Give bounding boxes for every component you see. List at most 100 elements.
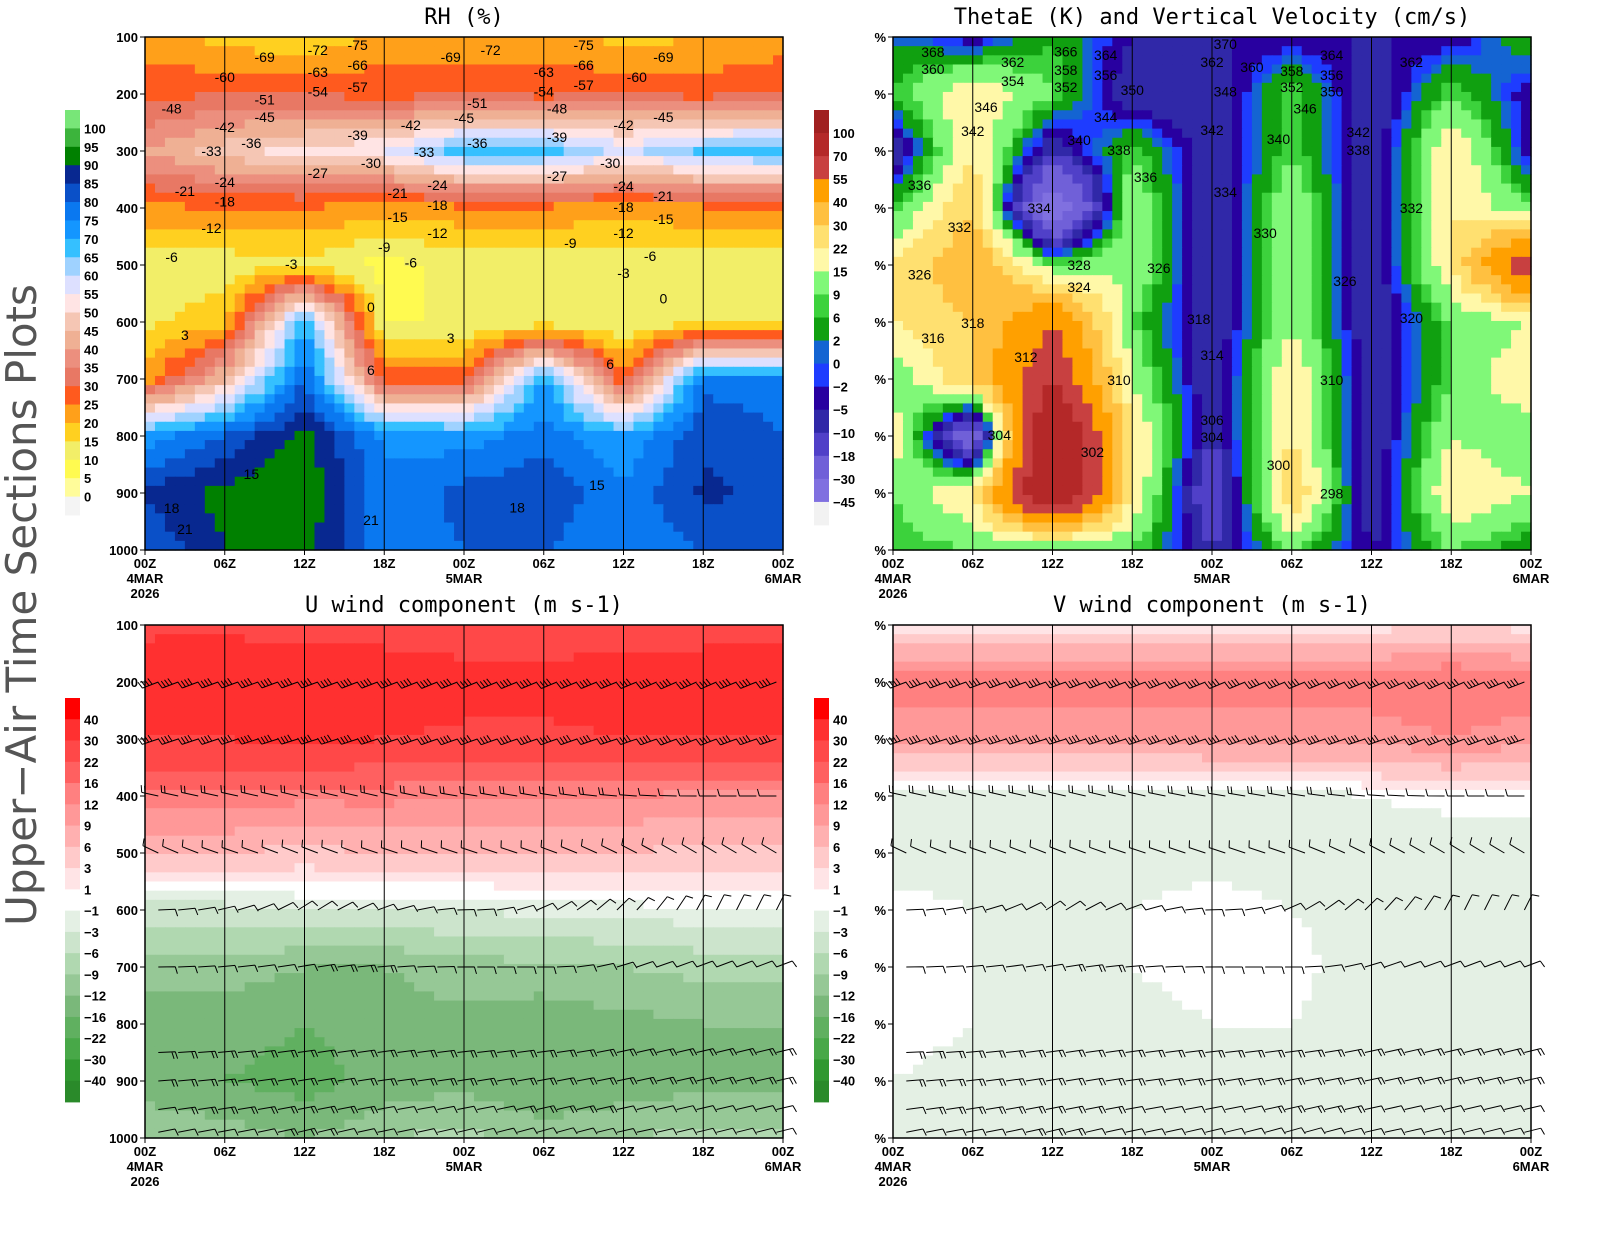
heatmap-cell xyxy=(1122,183,1133,194)
heatmap-cell xyxy=(573,293,585,304)
heatmap-cell xyxy=(643,37,655,47)
heatmap-cell xyxy=(274,458,286,469)
heatmap-cell xyxy=(1461,128,1472,139)
heatmap-cell xyxy=(145,403,156,414)
heatmap-cell xyxy=(1072,82,1084,93)
heatmap-cell xyxy=(643,46,655,56)
heatmap-cell xyxy=(1052,64,1064,75)
heatmap-cell xyxy=(184,55,196,66)
heatmap-cell xyxy=(473,394,485,405)
heatmap-cell xyxy=(683,394,694,405)
heatmap-cell xyxy=(214,412,226,423)
heatmap-cell xyxy=(414,238,425,249)
heatmap-cell xyxy=(643,540,655,551)
heatmap-cell xyxy=(483,320,495,331)
heatmap-cell xyxy=(1002,201,1014,212)
heatmap-cell xyxy=(663,440,674,450)
heatmap-cell xyxy=(563,412,575,423)
heatmap-cell xyxy=(773,220,784,230)
heatmap-cell xyxy=(643,531,655,542)
heatmap-cell xyxy=(274,229,286,240)
heatmap-cell xyxy=(483,275,495,285)
heatmap-cell xyxy=(444,128,455,139)
heatmap-cell xyxy=(483,421,495,432)
heatmap-cell xyxy=(454,403,465,414)
heatmap-cell xyxy=(723,192,734,203)
heatmap-cell xyxy=(613,421,625,432)
heatmap-cell xyxy=(613,64,625,75)
heatmap-cell xyxy=(982,64,994,75)
heatmap-cell xyxy=(284,275,296,285)
heatmap-cell xyxy=(593,339,605,350)
heatmap-cell xyxy=(1271,201,1283,212)
heatmap-cell xyxy=(374,495,385,505)
heatmap-cell xyxy=(623,256,635,267)
heatmap-cell xyxy=(214,110,226,121)
heatmap-cell xyxy=(344,82,355,93)
heatmap-cell xyxy=(553,101,565,111)
contour-label: 18 xyxy=(164,500,180,516)
heatmap-cell xyxy=(464,311,475,322)
heatmap-cell xyxy=(394,385,405,395)
heatmap-cell xyxy=(972,137,984,148)
heatmap-cell xyxy=(214,229,226,240)
heatmap-cell xyxy=(733,137,744,148)
heatmap-cell xyxy=(1381,137,1393,148)
heatmap-cell xyxy=(1381,55,1393,66)
heatmap-cell xyxy=(673,110,684,121)
heatmap-cell xyxy=(324,348,336,359)
heatmap-cell xyxy=(145,375,156,386)
heatmap-cell xyxy=(733,357,744,368)
heatmap-cell xyxy=(404,220,415,230)
heatmap-cell xyxy=(1521,201,1532,212)
heatmap-cell xyxy=(1172,128,1183,139)
heatmap-cell xyxy=(464,430,475,441)
heatmap-cell xyxy=(434,513,445,524)
heatmap-cell xyxy=(214,476,226,487)
heatmap-cell xyxy=(254,330,266,340)
heatmap-cell xyxy=(1002,37,1014,47)
heatmap-cell xyxy=(254,37,266,47)
heatmap-cell xyxy=(743,385,754,395)
contour-label: -9 xyxy=(564,235,577,251)
heatmap-cell xyxy=(573,64,585,75)
heatmap-cell xyxy=(533,293,545,304)
heatmap-cell xyxy=(224,467,236,478)
heatmap-cell xyxy=(1491,101,1502,111)
heatmap-cell xyxy=(184,192,196,203)
heatmap-cell xyxy=(444,513,455,524)
heatmap-cell xyxy=(294,495,306,505)
heatmap-cell xyxy=(473,495,485,505)
heatmap-cell xyxy=(942,73,954,84)
heatmap-cell xyxy=(683,156,694,166)
heatmap-cell xyxy=(464,540,475,551)
heatmap-cell xyxy=(703,504,714,514)
heatmap-cell xyxy=(1012,146,1024,157)
heatmap-cell xyxy=(623,440,635,450)
contour-label: -63 xyxy=(308,64,328,80)
heatmap-cell xyxy=(194,165,206,176)
heatmap-cell xyxy=(1281,183,1293,194)
heatmap-cell xyxy=(1261,73,1273,84)
heatmap-cell xyxy=(743,275,754,285)
heatmap-cell xyxy=(723,229,734,240)
heatmap-cell xyxy=(364,119,375,130)
heatmap-cell xyxy=(294,82,306,93)
heatmap-cell xyxy=(164,421,176,432)
heatmap-cell xyxy=(374,421,385,432)
heatmap-cell xyxy=(583,110,595,121)
heatmap-cell xyxy=(1481,82,1492,93)
heatmap-cell xyxy=(962,37,974,47)
heatmap-cell xyxy=(274,46,286,56)
heatmap-cell xyxy=(274,101,286,111)
heatmap-cell xyxy=(174,128,186,139)
heatmap-cell xyxy=(503,119,515,130)
heatmap-cell xyxy=(1381,73,1393,84)
heatmap-cell xyxy=(533,110,545,121)
heatmap-cell xyxy=(733,266,744,276)
colorbar-box xyxy=(65,275,80,295)
heatmap-cell xyxy=(384,421,395,432)
heatmap-cell xyxy=(543,284,555,295)
heatmap-cell xyxy=(254,211,266,221)
heatmap-cell xyxy=(613,540,625,551)
